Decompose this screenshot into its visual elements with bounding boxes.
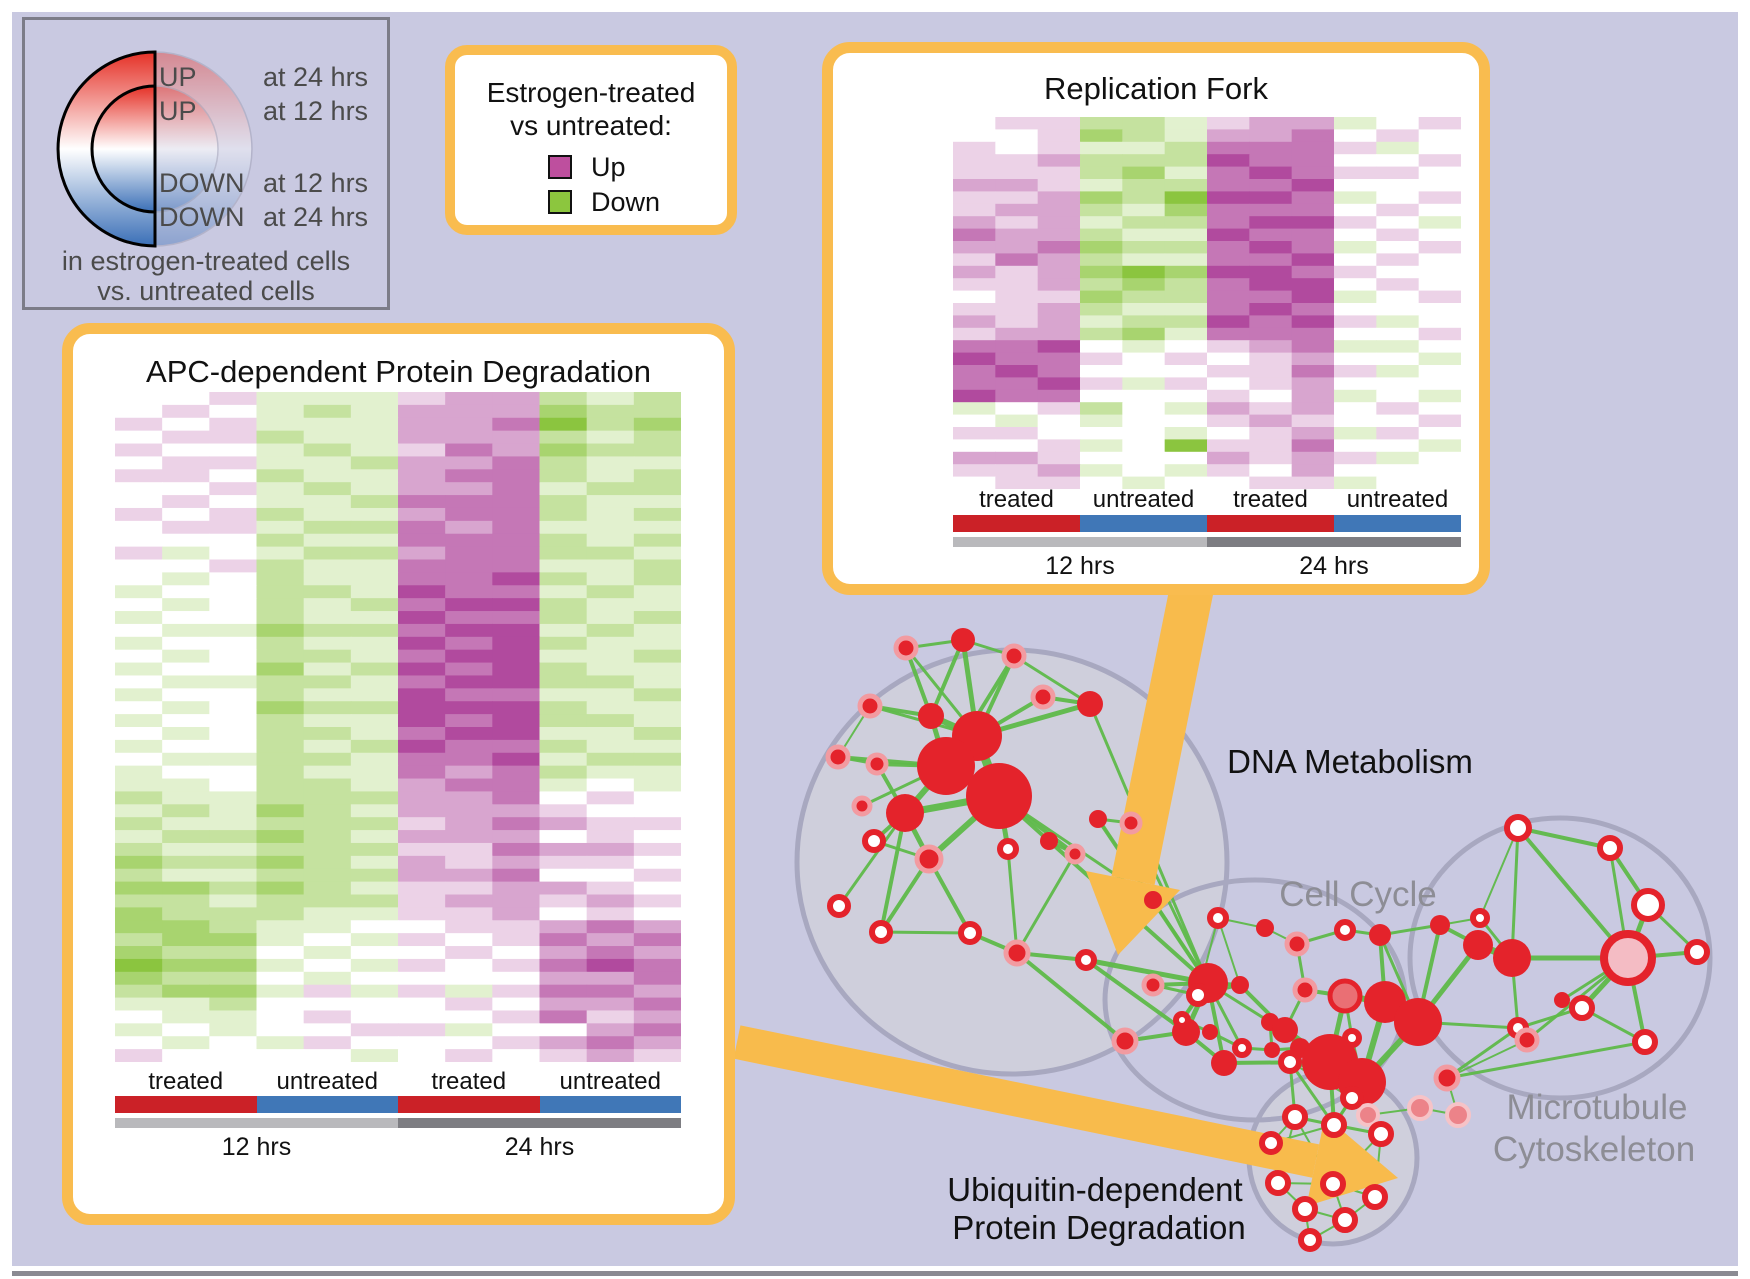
rf-group-label: untreated — [1346, 486, 1449, 513]
time-bar-24h — [1207, 537, 1461, 547]
ring-at24-label: at 24 hrs — [263, 62, 369, 92]
ring-footer-line1: in estrogen-treated cells — [61, 246, 351, 276]
rf-group-label: treated — [979, 486, 1054, 513]
rf-group-label: treated — [1233, 486, 1308, 513]
treated-bar — [953, 515, 1080, 532]
replication-fork-heatmap — [953, 117, 1461, 489]
down-swatch-icon — [548, 190, 572, 214]
microtubule-label-line2: Cytoskeleton — [1492, 1130, 1696, 1169]
untreated-bar — [1080, 515, 1207, 532]
apc-group-label: untreated — [276, 1068, 378, 1095]
updown-legend-box: Estrogen-treated vs untreated: Up Down — [445, 45, 737, 235]
updown-title-line1: Estrogen-treated — [486, 77, 696, 108]
down-label: Down — [591, 187, 661, 217]
ring-footer-line2: vs. untreated cells — [97, 276, 315, 306]
apc-group-label: treated — [431, 1068, 507, 1095]
rf-group-label: untreated — [1092, 486, 1195, 513]
apc-group-label: untreated — [559, 1068, 661, 1095]
bottom-rule — [12, 1271, 1738, 1276]
apc-title: APC-dependent Protein Degradation — [146, 354, 651, 389]
apc-heatmap — [115, 392, 681, 1062]
ring-down24-label: DOWN — [159, 202, 245, 232]
ring-up24-label: UP — [159, 62, 197, 92]
dna-metabolism-label: DNA Metabolism — [1227, 743, 1473, 780]
ring-up12-label: UP — [159, 96, 197, 126]
ring-down12-label: DOWN — [159, 168, 245, 198]
apc-time-label: 12 hrs — [221, 1133, 292, 1161]
up-swatch-icon — [548, 155, 572, 179]
ring-dat12-label: at 12 hrs — [263, 168, 369, 198]
replication-fork-panel: Replication Fork treated untreated treat… — [822, 42, 1490, 595]
ring-legend-box: UP at 24 hrs UP at 12 hrs DOWN at 12 hrs… — [22, 17, 390, 310]
treated-bar — [1207, 515, 1334, 532]
apc-time-label: 24 hrs — [504, 1133, 575, 1161]
rf-time-label: 12 hrs — [1045, 552, 1115, 580]
untreated-bar — [256, 1096, 398, 1113]
time-bar-12h — [953, 537, 1207, 547]
ring-at12-label: at 12 hrs — [263, 96, 369, 126]
up-label: Up — [591, 152, 626, 182]
rf-time-label: 24 hrs — [1299, 552, 1369, 580]
treated-bar — [398, 1096, 540, 1113]
treated-bar — [115, 1096, 257, 1113]
ring-gradient-icon — [56, 50, 253, 248]
replication-fork-title: Replication Fork — [1044, 71, 1268, 106]
cell-cycle-label: Cell Cycle — [1279, 875, 1437, 914]
untreated-bar — [1334, 515, 1461, 532]
time-bar-12h — [115, 1118, 398, 1128]
time-bar-24h — [398, 1118, 681, 1128]
untreated-bar — [539, 1096, 681, 1113]
updown-title-line2: vs untreated: — [510, 110, 672, 141]
ubiquitin-label-line1: Ubiquitin-dependent — [947, 1171, 1243, 1208]
ring-dat24-label: at 24 hrs — [263, 202, 369, 232]
apc-panel: APC-dependent Protein Degradation treate… — [62, 323, 735, 1225]
apc-group-label: treated — [148, 1068, 224, 1095]
microtubule-label-line1: Microtubule — [1506, 1088, 1688, 1127]
ubiquitin-label-line2: Protein Degradation — [952, 1209, 1246, 1246]
